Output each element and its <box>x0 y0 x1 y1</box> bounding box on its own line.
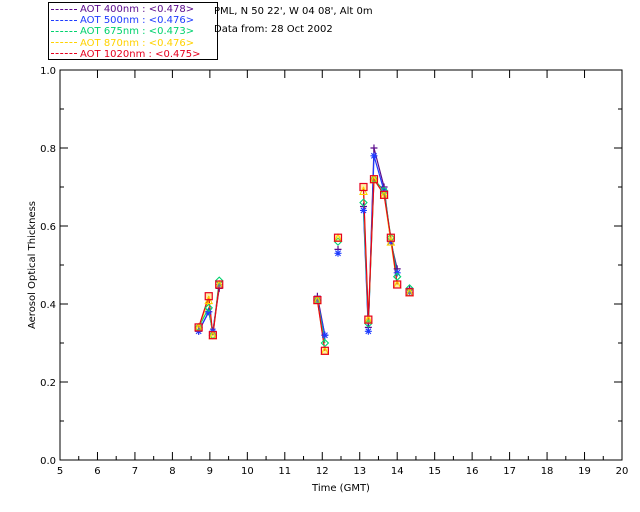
x-axis-label: Time (GMT) <box>311 483 370 494</box>
data-point <box>364 319 373 328</box>
y-tick-label: 0.2 <box>40 378 56 389</box>
date-info: Data from: 28 Oct 2002 <box>214 24 333 35</box>
data-point <box>208 331 217 340</box>
data-point <box>364 315 373 324</box>
data-point <box>333 237 343 246</box>
data-point <box>333 233 343 242</box>
legend-swatch <box>51 8 77 10</box>
legend-label: AOT 500nm : <0.476> <box>80 15 195 27</box>
legend: AOT 400nm : <0.478> AOT 500nm : <0.476> AO… <box>48 2 218 60</box>
x-tick-label: 9 <box>207 466 213 477</box>
y-tick-label: 1.0 <box>40 66 56 77</box>
legend-entry: AOT 870nm : <0.476> <box>51 38 194 49</box>
data-point <box>321 331 329 339</box>
data-point <box>386 233 395 242</box>
x-tick-label: 11 <box>278 466 291 477</box>
data-point <box>334 249 342 257</box>
x-tick-label: 12 <box>316 466 329 477</box>
x-tick-label: 20 <box>616 466 629 477</box>
data-point <box>320 346 329 355</box>
y-tick-label: 0.8 <box>40 144 56 155</box>
data-point <box>364 327 372 335</box>
data-point <box>393 280 402 289</box>
legend-label: AOT 675nm : <0.473> <box>80 26 195 38</box>
y-tick-label: 0.0 <box>40 456 56 467</box>
legend-swatch <box>51 30 77 32</box>
legend-label: AOT 400nm : <0.478> <box>80 4 195 15</box>
legend-label: AOT 870nm : <0.476> <box>80 37 195 49</box>
x-tick-label: 8 <box>169 466 175 477</box>
data-point <box>379 186 389 196</box>
legend-label: AOT 1020nm : <0.475> <box>80 48 201 60</box>
series-line <box>316 300 326 351</box>
x-tick-label: 5 <box>57 466 63 477</box>
legend-entry: AOT 675nm : <0.473> <box>51 26 194 37</box>
x-tick-label: 18 <box>541 466 554 477</box>
data-point <box>204 292 213 301</box>
x-tick-label: 19 <box>578 466 591 477</box>
x-tick-label: 6 <box>94 466 100 477</box>
data-point <box>405 288 414 297</box>
data-point <box>359 206 367 214</box>
x-tick-label: 17 <box>503 466 516 477</box>
series-line <box>198 284 220 336</box>
data-point <box>194 323 203 332</box>
legend-entry: AOT 400nm : <0.478> <box>51 4 194 15</box>
legend-swatch <box>51 53 77 55</box>
data-point <box>313 296 322 305</box>
x-tick-label: 13 <box>353 466 366 477</box>
data-point <box>204 303 214 313</box>
y-tick-label: 0.6 <box>40 222 56 233</box>
plot-frame <box>59 69 623 461</box>
data-point <box>313 296 321 304</box>
y-axis-label: Aerosol Optical Thickness <box>27 201 38 329</box>
x-tick-label: 7 <box>132 466 138 477</box>
x-tick-label: 10 <box>241 466 254 477</box>
legend-swatch <box>51 42 77 44</box>
data-point <box>214 276 224 285</box>
data-point <box>379 190 389 199</box>
y-tick-label: 0.4 <box>40 300 56 311</box>
data-point <box>215 280 224 289</box>
x-tick-label: 14 <box>391 466 404 477</box>
legend-swatch <box>51 19 77 21</box>
data-point <box>370 152 378 160</box>
site-info: PML, N 50 22', W 04 08', Alt 0m <box>214 6 373 17</box>
data-point <box>359 182 368 192</box>
series-line <box>362 177 398 320</box>
data-point <box>359 198 368 207</box>
legend-entry: AOT 1020nm : <0.475> <box>51 49 200 60</box>
x-tick-label: 15 <box>428 466 441 477</box>
x-tick-label: 16 <box>466 466 479 477</box>
data-point <box>369 175 379 184</box>
legend-entry: AOT 500nm : <0.476> <box>51 15 194 26</box>
data-point <box>405 284 414 293</box>
data-point <box>370 144 378 152</box>
